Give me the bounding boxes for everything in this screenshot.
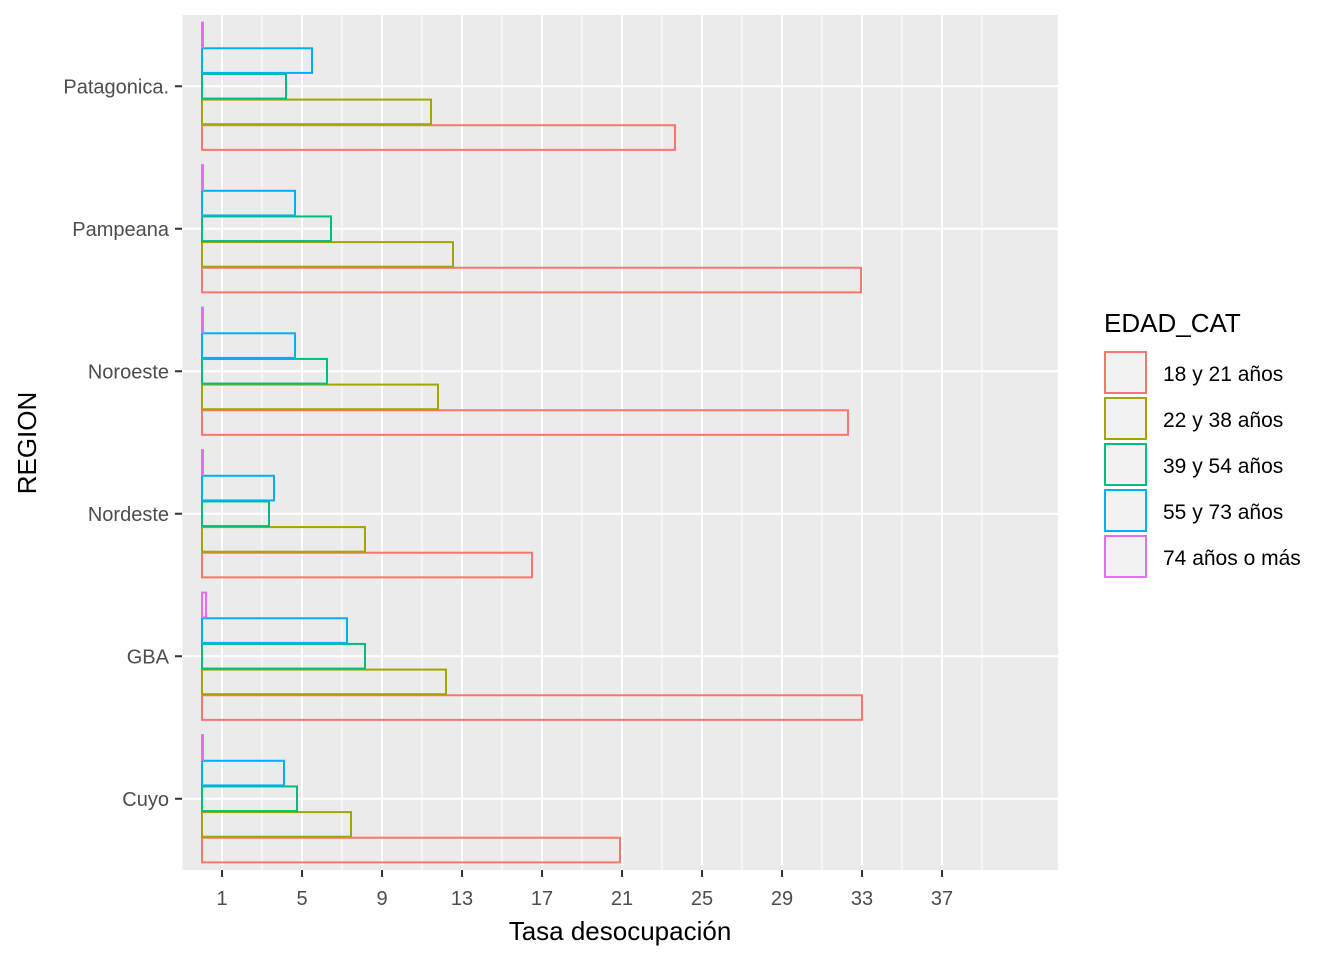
bar — [201, 98, 432, 126]
bar — [201, 21, 204, 49]
x-tick-label: 17 — [531, 888, 553, 910]
legend-title: EDAD_CAT — [1104, 308, 1241, 338]
y-tick-label: Cuyo — [122, 789, 169, 811]
legend-key — [1104, 535, 1147, 578]
legend-key-bg — [1104, 351, 1147, 394]
bar — [201, 47, 313, 74]
legend-label: 39 y 54 años — [1163, 455, 1283, 478]
bar — [201, 642, 366, 670]
bar — [201, 668, 447, 696]
legend-key — [1104, 443, 1147, 486]
x-tick-label: 25 — [691, 888, 713, 910]
legend-label: 55 y 73 años — [1163, 501, 1283, 524]
bar — [201, 409, 849, 436]
legend-label: 22 y 38 años — [1163, 409, 1283, 432]
bar — [201, 617, 348, 644]
bar — [201, 241, 454, 268]
y-tick-label: Pampeana — [72, 219, 170, 241]
bar — [201, 500, 270, 528]
bar — [201, 189, 296, 217]
bar — [201, 474, 275, 502]
bar — [201, 694, 863, 721]
bar — [201, 357, 328, 385]
x-tick-label: 1 — [216, 888, 227, 910]
bar — [201, 591, 207, 619]
legend-key-bg — [1104, 397, 1147, 440]
plot-panel — [182, 15, 1058, 870]
x-axis-title: Tasa desocupación — [509, 916, 732, 946]
x-tick-label: 21 — [611, 888, 633, 910]
legend-label: 18 y 21 años — [1163, 363, 1283, 386]
bar — [201, 734, 204, 761]
y-tick-label: Patagonica. — [63, 76, 169, 98]
legend-key-bg — [1104, 443, 1147, 486]
minor-gridlines — [181, 15, 983, 870]
y-axis: Cuyo GBA Nordeste Noroeste Pampeana Patagonic… — [63, 76, 182, 811]
x-tick-label: 37 — [931, 888, 953, 910]
legend-label: 74 años o más — [1163, 547, 1301, 570]
bar — [201, 72, 287, 100]
x-tick-label: 29 — [771, 888, 793, 910]
bars — [201, 21, 863, 864]
y-tick-label: Nordeste — [88, 504, 169, 526]
bar — [201, 449, 204, 476]
bar — [201, 124, 676, 151]
bar — [201, 811, 352, 838]
bar — [201, 759, 285, 787]
bar — [201, 526, 366, 553]
legend-key-bg — [1104, 535, 1147, 578]
x-tick-label: 13 — [451, 888, 473, 910]
legend-key — [1104, 489, 1147, 532]
bar — [201, 332, 296, 359]
y-tick-label: GBA — [127, 646, 170, 668]
x-axis: 1 5 9 13 17 21 25 29 33 37 — [216, 870, 953, 910]
legend: EDAD_CAT 18 y 21 años 22 y 38 años 39 y 54… — [1104, 308, 1301, 578]
x-tick-label: 9 — [376, 888, 387, 910]
bar — [201, 551, 533, 579]
y-tick-label: Noroeste — [88, 361, 169, 383]
bar — [201, 164, 204, 191]
bar — [201, 836, 621, 864]
bar — [201, 785, 298, 813]
y-axis-title: REGION — [12, 392, 42, 495]
bar — [201, 306, 204, 334]
bar — [201, 215, 332, 243]
legend-key-bg — [1104, 489, 1147, 532]
major-gridlines — [182, 15, 1058, 870]
bar — [201, 266, 862, 294]
legend-key — [1104, 397, 1147, 440]
bar — [201, 383, 439, 411]
x-tick-label: 33 — [851, 888, 873, 910]
x-tick-label: 5 — [296, 888, 307, 910]
legend-key — [1104, 351, 1147, 394]
